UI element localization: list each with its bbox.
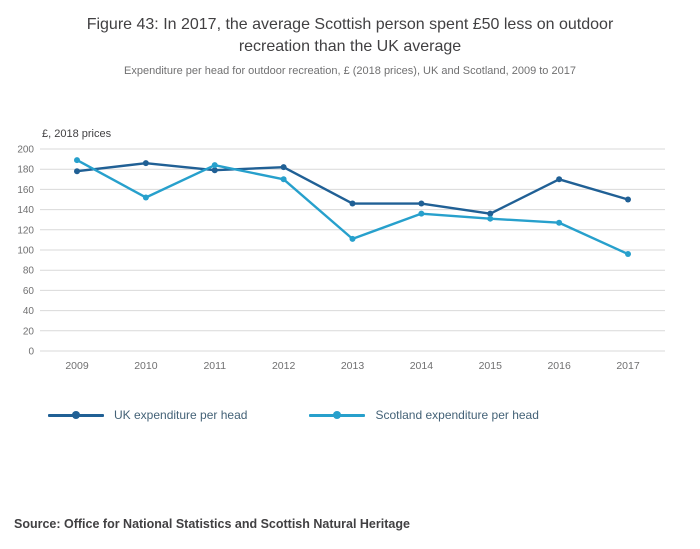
y-tick-label: 0 bbox=[28, 347, 34, 358]
legend-item-scotland: Scotland expenditure per head bbox=[309, 408, 539, 423]
uk-data-point bbox=[280, 164, 287, 171]
uk-data-point bbox=[556, 176, 563, 183]
uk-legend-label: UK expenditure per head bbox=[114, 408, 248, 423]
y-tick-label: 120 bbox=[17, 225, 34, 236]
x-tick-label: 2017 bbox=[616, 360, 640, 372]
y-tick-label: 200 bbox=[17, 145, 34, 156]
scotland-data-point bbox=[142, 194, 149, 201]
x-tick-label: 2011 bbox=[203, 360, 226, 372]
x-tick-label: 2013 bbox=[341, 360, 365, 372]
y-tick-label: 60 bbox=[23, 286, 35, 297]
legend-item-uk: UK expenditure per head bbox=[48, 408, 247, 422]
scotland-data-point bbox=[74, 157, 80, 164]
uk-data-point bbox=[625, 196, 631, 203]
scotland-data-point bbox=[487, 215, 494, 222]
line-chart: £, 2018 prices 0 20 40 60 80 100 120 140 160 180 20… bbox=[17, 128, 665, 372]
scotland-data-point bbox=[556, 219, 563, 226]
uk-data-point bbox=[142, 160, 149, 167]
figure-subtitle: Expenditure per head for outdoor recreat… bbox=[124, 65, 576, 78]
x-tick-label: 2014 bbox=[410, 360, 434, 372]
y-tick-label: 140 bbox=[17, 205, 34, 216]
y-tick-label: 40 bbox=[23, 306, 35, 317]
scotland-data-point bbox=[211, 162, 218, 169]
y-tick-label: 80 bbox=[23, 266, 35, 277]
scotland-legend-line-swatch bbox=[309, 411, 366, 420]
x-tick-label: 2009 bbox=[65, 360, 89, 372]
uk-legend-dot-icon bbox=[72, 411, 80, 420]
scotland-data-point bbox=[625, 251, 631, 258]
x-tick-label: 2012 bbox=[272, 360, 296, 372]
y-tick-label: 100 bbox=[17, 246, 34, 257]
scotland-legend-label: Scotland expenditure per head bbox=[375, 408, 539, 423]
source-note: Source: Office for National Statistics a… bbox=[14, 517, 410, 531]
scotland-data-point bbox=[418, 210, 425, 217]
x-tick-label: 2016 bbox=[547, 360, 571, 372]
uk-data-point bbox=[487, 210, 494, 217]
chart-area: £, 2018 prices 0 20 40 60 80 100 120 140 160 180 20… bbox=[0, 123, 700, 380]
scotland-legend-dot-icon bbox=[333, 411, 342, 420]
uk-data-point bbox=[211, 167, 218, 174]
scotland-data-point bbox=[349, 236, 356, 243]
y-tick-label: 180 bbox=[17, 165, 34, 176]
scotland-data-point bbox=[280, 176, 287, 183]
uk-data-point bbox=[74, 168, 80, 175]
uk-data-point bbox=[418, 200, 425, 207]
y-axis-unit-label: £, 2018 prices bbox=[42, 128, 112, 140]
uk-data-point bbox=[349, 200, 356, 207]
y-tick-label: 20 bbox=[23, 326, 35, 337]
figure-title: Figure 43: In 2017, the average Scottish… bbox=[86, 16, 614, 55]
legend: UK expenditure per head Scotland expendi… bbox=[48, 408, 700, 422]
uk-legend-line-swatch bbox=[48, 411, 104, 420]
y-tick-label: 160 bbox=[17, 185, 34, 196]
x-tick-label: 2010 bbox=[134, 360, 158, 372]
x-tick-label: 2015 bbox=[479, 360, 503, 372]
